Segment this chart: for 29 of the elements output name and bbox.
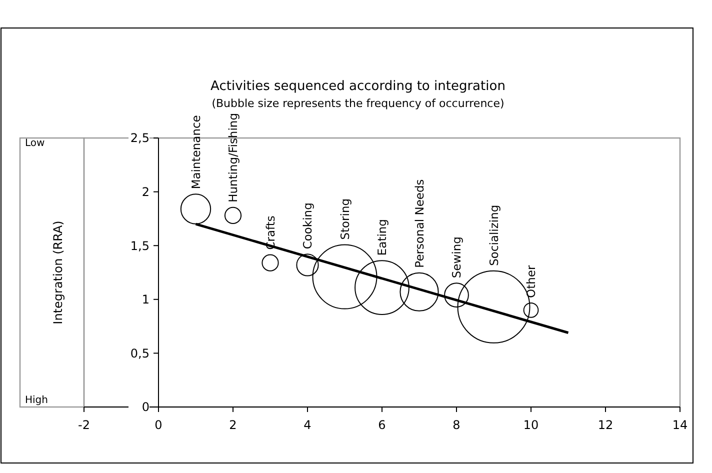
annotation: Storing [338,198,352,240]
chart-title: Activities sequenced according to integration [210,79,506,94]
x-tick-label: 4 [304,418,312,432]
y-tick-label: 2,5 [130,131,150,146]
text: High [25,395,48,406]
annotation: Maintenance [188,115,203,190]
y-tick-label: 2 [142,185,150,199]
text: Low [25,138,45,149]
annotation: Sewing [450,236,464,278]
y-axis-title: Integration (RRA) [51,220,65,324]
x-tick-label: 6 [378,418,386,432]
annotation: Cooking [300,202,314,250]
chart-subtitle: (Bubble size represents the frequency of occurrence) [212,97,504,110]
annotation: Hunting/Fishing [226,112,240,202]
x-tick-label: 10 [523,418,539,432]
y-tick-label: 0 [142,400,150,414]
annotation: Other [524,265,538,298]
x-tick-label: 8 [452,418,460,432]
x-tick-label: 0 [154,418,162,432]
y-tick-label: 0,5 [130,346,150,360]
x-tick-label: 12 [598,418,614,432]
x-tick-label: -2 [78,418,90,432]
y-tick-label: 1 [142,292,150,307]
annotation: Socializing [486,204,501,266]
annotation: Personal Needs [412,179,426,268]
x-tick-label: 14 [672,418,688,432]
annotation: Eating [375,219,389,256]
x-tick-label: 2 [229,418,237,432]
y-tick-label: 1,5 [130,238,150,253]
